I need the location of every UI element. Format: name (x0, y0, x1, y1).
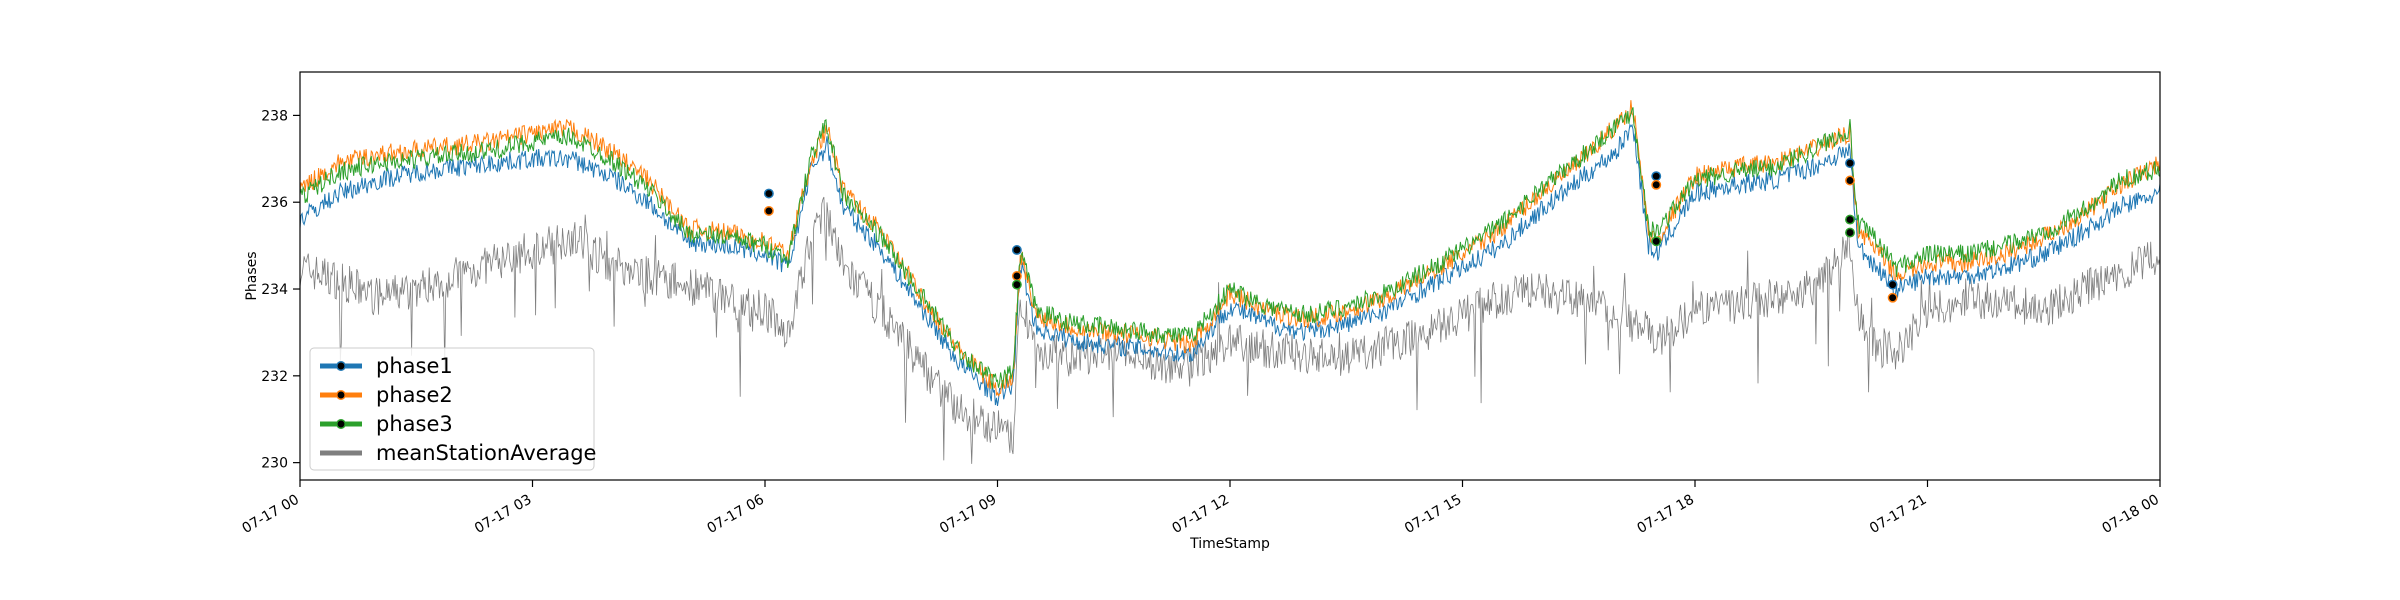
jump-marker (1011, 271, 1022, 281)
legend-label-phase1: phase1 (376, 354, 453, 378)
jump-marker (1845, 175, 1855, 186)
y-tick-label: 236 (261, 195, 288, 211)
legend: phase1 phase2 phase3 meanStationAverage (309, 347, 596, 471)
legend-marker-phase1 (336, 361, 346, 371)
jump-marker (1011, 279, 1022, 290)
y-tick-label: 238 (261, 108, 288, 124)
series-layer (300, 100, 2160, 464)
jump-marker (1887, 292, 1898, 303)
jump-marker (1651, 171, 1662, 182)
legend-label-phase2: phase2 (376, 383, 453, 407)
y-tick-label: 230 (261, 456, 288, 472)
x-axis-title: TimeStamp (1189, 536, 1270, 552)
jump-marker (1845, 158, 1855, 169)
jump-marker (1887, 279, 1898, 290)
legend-marker-phase2 (336, 390, 346, 400)
legend-label-meanStationAverage: meanStationAverage (376, 441, 596, 465)
y-axis-title: Phases (244, 251, 260, 300)
jump-marker (1011, 245, 1022, 255)
y-tick-label: 232 (261, 369, 288, 385)
y-axis: 230 232 234 236 238 (261, 108, 300, 472)
legend-marker-phase3 (336, 419, 346, 429)
series-line-phase1 (300, 123, 2160, 406)
y-tick-label: 234 (261, 282, 288, 298)
jump-marker (1651, 236, 1662, 247)
marker-layer (763, 158, 1898, 303)
series-line-meanStationAverage (300, 196, 2160, 464)
legend-label-phase3: phase3 (376, 412, 453, 436)
jump-marker (763, 188, 774, 199)
legend-box (309, 347, 595, 471)
jump-marker (763, 205, 774, 216)
jump-marker (1845, 227, 1855, 238)
series-line-phase3 (300, 107, 2160, 390)
jump-marker (1845, 214, 1855, 225)
jump-marker (1651, 179, 1662, 190)
